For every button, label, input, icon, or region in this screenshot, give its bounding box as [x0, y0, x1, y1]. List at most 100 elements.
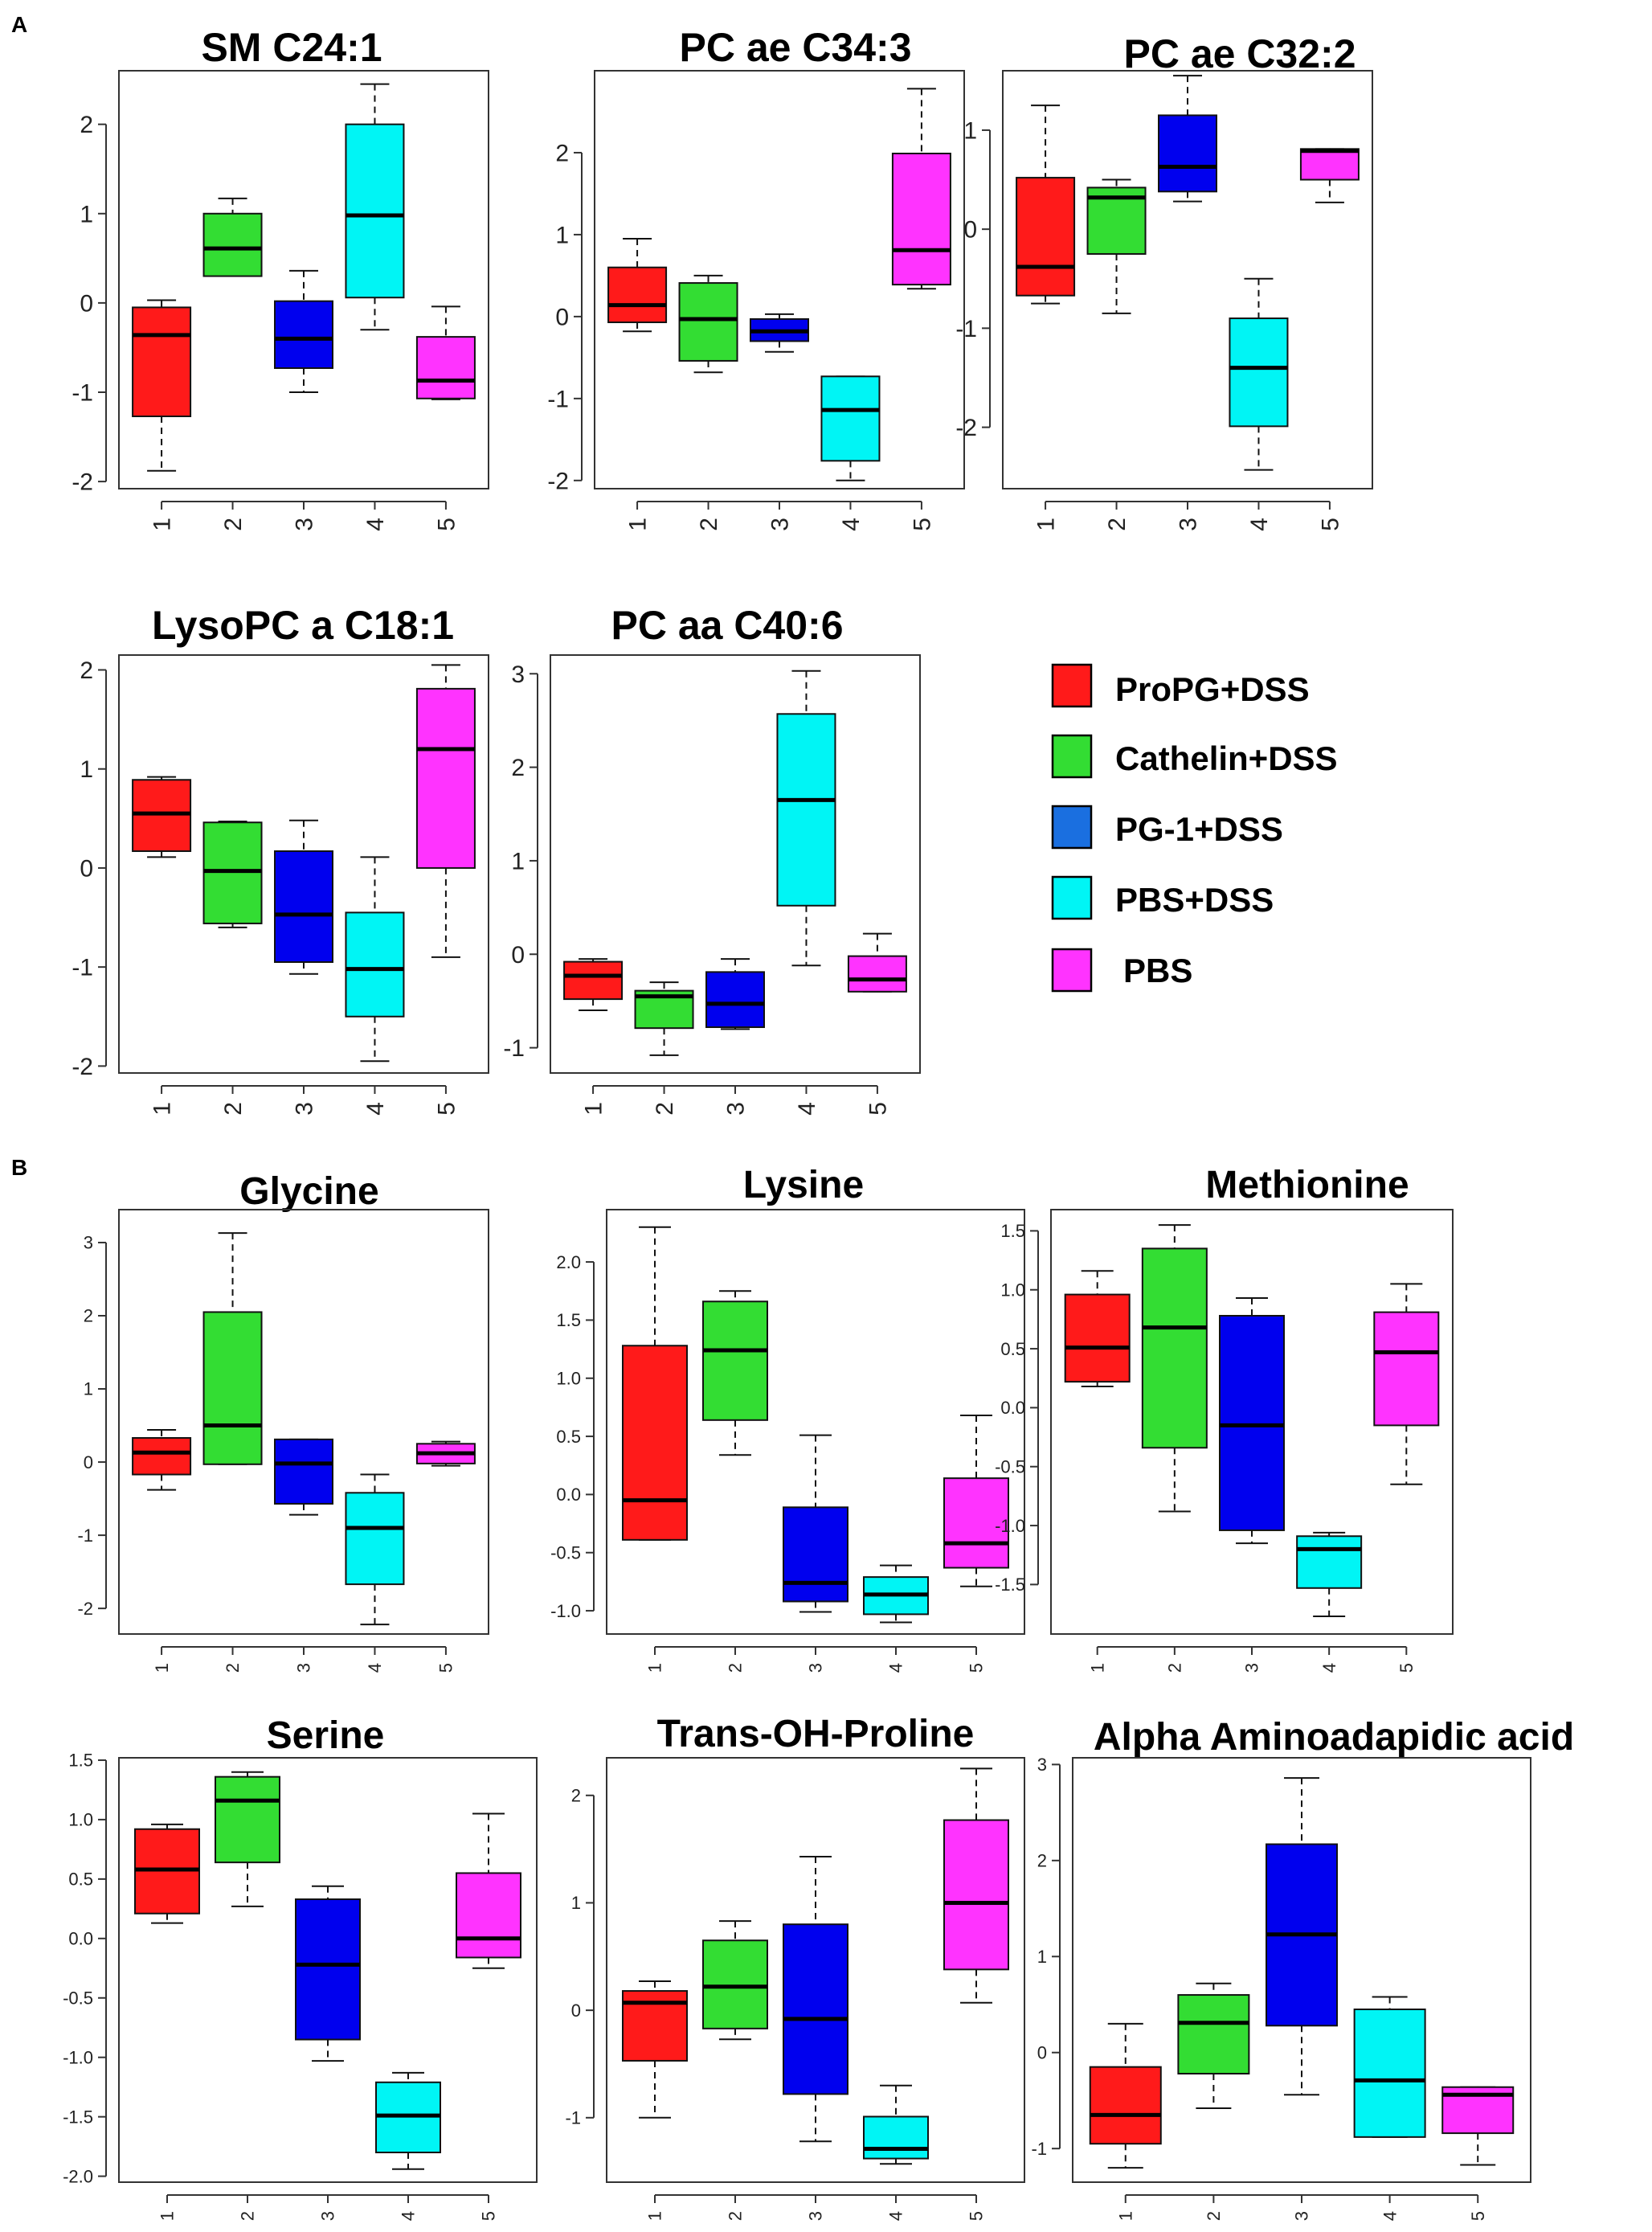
plot-5-y-tick-label: 1: [511, 848, 525, 874]
plot-2-iqr-box: [678, 282, 738, 362]
plot-1-x-tick-label: 1: [149, 518, 176, 531]
plot-1-iqr-box: [345, 123, 405, 299]
plot-10-y-tick-label: 2: [571, 1785, 581, 1805]
plot-3-x-tick-label: 2: [1104, 518, 1131, 531]
plot-4-box-5: [415, 664, 476, 958]
plot-2-x-tick-label: 5: [909, 518, 935, 531]
plot-8-box-3: [1219, 1297, 1285, 1545]
plot-5-box-2: [634, 981, 694, 1056]
plot-4-y-tick-label: 2: [80, 657, 93, 684]
plot-7-box-1: [622, 1226, 688, 1541]
plot-8-y-tick-label: 1.5: [1000, 1221, 1025, 1241]
plot-1-y-tick-label: -2: [72, 469, 93, 496]
plot-9-frame: [118, 1757, 538, 2183]
plot-6-box-1: [132, 1429, 192, 1491]
plot-11-iqr-box: [1177, 1994, 1250, 2075]
plot-8-box-1: [1064, 1270, 1131, 1387]
plot-11-box-1: [1089, 2022, 1162, 2169]
plot-11-y-tick-label: 3: [1037, 1755, 1047, 1775]
plot-3-y-tick-label: 0: [963, 217, 977, 244]
plot-1: SM C24:1 2 1 0 -1 -2 1 2 3 4 5: [72, 25, 489, 531]
legend-item-1: ProPG+DSS: [1051, 663, 1310, 708]
plot-3-box-4: [1229, 277, 1289, 471]
plot-9-title: Serine: [267, 1714, 385, 1757]
plot-8-x-tick-label: 3: [1242, 1663, 1262, 1673]
plot-5-x-tick-label: 5: [865, 1102, 891, 1116]
plot-3-x-tick-label: 1: [1033, 518, 1060, 531]
plot-1-x-tick-label: 2: [220, 518, 247, 531]
legend-label-1: ProPG+DSS: [1115, 670, 1310, 708]
plot-6-box-5: [415, 1440, 476, 1467]
legend-swatch-2: [1051, 734, 1093, 779]
plot-5-frame: [550, 654, 921, 1074]
plot-11-box-2: [1177, 1982, 1250, 2110]
plot-1-x-tick-label: 3: [292, 518, 318, 531]
plot-6-y-tick-label: 0: [84, 1452, 93, 1472]
plot-10-y-tick-label: 0: [571, 2001, 581, 2021]
legend-item-3: PG-1+DSS: [1051, 805, 1283, 850]
legend-item-4: PBS+DSS: [1051, 875, 1274, 920]
plot-8-x-tick-label: 1: [1087, 1663, 1107, 1673]
plot-9-x-tick-label: 5: [479, 2211, 499, 2221]
plot-2-frame: [594, 70, 965, 489]
plot-11-x-tick-label: 2: [1204, 2211, 1224, 2221]
plot-6-x-tick-label: 5: [436, 1663, 456, 1673]
plot-9-y-tick-label: 0.5: [68, 1870, 93, 1890]
plot-7: Lysine 2.0 1.5 1.0 0.5 0.0 -0.5 -1.0 1 2 3 4 5: [550, 1164, 1025, 1673]
plot-11-x-tick-label: 1: [1115, 2211, 1135, 2221]
legend-label-3: PG-1+DSS: [1115, 810, 1283, 848]
plot-2-y-tick-label: 2: [555, 140, 569, 166]
plot-6-box-4: [345, 1473, 405, 1626]
plot-5-iqr-box: [776, 713, 836, 907]
plot-1-y-tick-label: 1: [80, 201, 93, 227]
legend-swatch-4: [1051, 875, 1093, 920]
plot-7-box-5: [943, 1415, 1009, 1587]
plot-8-x-tick-label: 4: [1319, 1663, 1339, 1673]
plot-3-y-tick-label: 1: [963, 117, 977, 144]
plot-9-box-3: [295, 1885, 361, 2062]
plot-8-y-tick-label: -0.5: [995, 1456, 1025, 1476]
plot-2-iqr-box: [607, 266, 668, 324]
plot-3-box-5: [1299, 148, 1360, 203]
plot-9-box-4: [375, 2071, 441, 2170]
plot-8: Methionine 1.5 1.0 0.5 0.0 -0.5 -1.0 -1.5 1 2 3 4 5: [995, 1164, 1454, 1673]
plot-11-frame: [1072, 1757, 1531, 2183]
plot-4-box-3: [274, 819, 333, 975]
plot-9-y-tick-label: -2.0: [63, 2166, 93, 2186]
plot-4-y-tick-label: -2: [72, 1054, 93, 1080]
plot-8-x-tick-label: 2: [1165, 1663, 1185, 1673]
plot-9-box-5: [456, 1812, 521, 1969]
plot-2-iqr-box: [891, 152, 951, 286]
plot-5-y-tick-label: 2: [511, 755, 525, 781]
plot-8-y-tick-label: -1.0: [995, 1516, 1025, 1536]
plot-7-x-tick-label: 1: [645, 1663, 665, 1673]
plot-7-iqr-box: [783, 1506, 848, 1603]
plot-9-box-1: [134, 1823, 200, 1924]
plot-6-y-tick-label: -1: [77, 1526, 93, 1546]
plot-8-iqr-box: [1141, 1247, 1208, 1449]
plot-10-iqr-box: [863, 2115, 929, 2160]
legend-item-2: Cathelin+DSS: [1051, 734, 1338, 779]
plot-10-x-tick-label: 4: [886, 2211, 906, 2221]
plot-9-box-2: [215, 1771, 280, 1907]
plot-9-y-tick-label: 1.0: [68, 1810, 93, 1830]
plot-8-iqr-box: [1373, 1311, 1440, 1427]
plot-1-box-2: [202, 197, 263, 277]
plot-4-x-tick-label: 5: [433, 1102, 460, 1116]
plot-11-box-4: [1353, 1996, 1426, 2138]
plot-2-box-2: [678, 274, 738, 374]
plot-1-y-tick-label: -1: [72, 380, 93, 407]
plot-3-iqr-box: [1158, 114, 1217, 193]
legend-label-5: PBS: [1123, 952, 1192, 989]
plot-1-box-5: [415, 305, 476, 400]
plot-10-x-tick-label: 3: [806, 2211, 826, 2221]
plot-2-iqr-box: [820, 375, 881, 462]
plot-3-x-tick-label: 5: [1317, 518, 1343, 531]
plot-10-box-5: [943, 1767, 1009, 2004]
plot-6-x-tick-label: 1: [152, 1663, 172, 1673]
plot-1-title: SM C24:1: [201, 25, 382, 70]
plot-11-y-tick-label: 2: [1037, 1851, 1047, 1871]
plot-3-title: PC ae C32:2: [1123, 31, 1356, 76]
plot-2: PC ae C34:3 2 1 0 -1 -2 1 2 3 4 5: [547, 25, 965, 531]
plot-5-x-tick-label: 1: [581, 1102, 607, 1116]
